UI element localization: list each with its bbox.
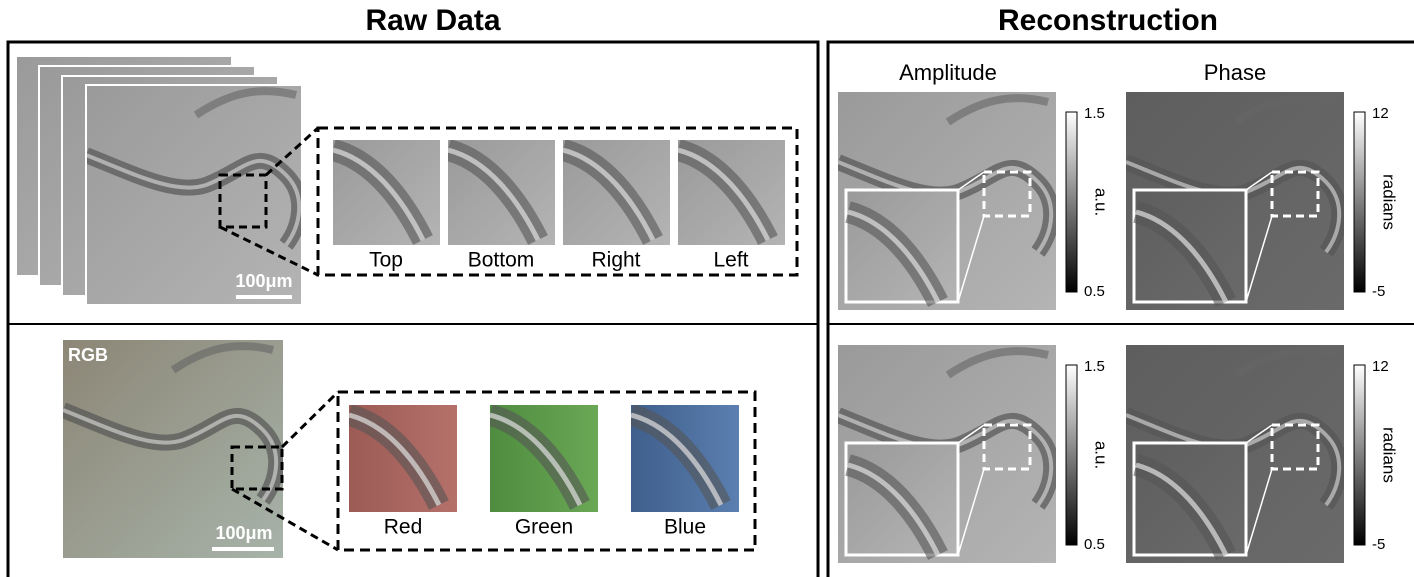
channel-label: Green <box>515 516 573 539</box>
thumbnail <box>349 405 457 512</box>
zoom-box <box>1270 170 1320 218</box>
zoom-line <box>957 215 985 303</box>
zoom-box <box>982 423 1032 471</box>
thumbnail <box>678 140 785 245</box>
colorbar-unit: a.u. <box>1092 188 1111 216</box>
panel-frame <box>826 40 1414 577</box>
colorbar-max: 1.5 <box>1084 105 1105 122</box>
zoom-box <box>316 126 799 277</box>
reconstruction-image <box>838 345 1056 563</box>
colorbar-min: -5 <box>1372 536 1385 553</box>
view-label: Top <box>369 249 403 272</box>
image-label: RGB <box>68 345 108 365</box>
zoom-line <box>957 424 985 444</box>
section-title: Raw Data <box>365 4 500 37</box>
colorbar <box>1353 111 1366 293</box>
colorbar <box>1065 364 1078 546</box>
colorbar-unit: radians <box>1380 427 1399 483</box>
colorbar-max: 12 <box>1372 105 1389 122</box>
column-header: Amplitude <box>899 60 997 85</box>
thumbnail <box>631 405 739 512</box>
colorbar-min: -5 <box>1372 283 1385 300</box>
scale-bar-label: 100μm <box>215 523 272 543</box>
colorbar-min: 0.5 <box>1084 536 1105 553</box>
zoom-box <box>336 390 757 552</box>
thumbnail <box>563 140 670 245</box>
channel-label: Red <box>384 516 423 539</box>
scale-bar-label: 100μm <box>235 271 292 291</box>
colorbar-max: 1.5 <box>1084 358 1105 375</box>
zoom-line <box>957 171 985 191</box>
channel-label: Blue <box>664 516 706 539</box>
view-label: Bottom <box>468 249 535 272</box>
reconstruction-image <box>838 92 1056 310</box>
view-label: Right <box>591 249 640 272</box>
zoom-box <box>1270 423 1320 471</box>
colorbar <box>1065 111 1078 293</box>
colorbar <box>1353 364 1366 546</box>
zoom-box <box>982 170 1032 218</box>
image-stack <box>15 55 320 306</box>
zoom-line <box>1245 468 1273 556</box>
rgb-image <box>63 340 340 558</box>
column-header: Phase <box>1204 60 1266 85</box>
panel-frame <box>6 40 820 577</box>
thumbnail <box>333 140 440 245</box>
zoom-line <box>1245 215 1273 303</box>
colorbar-max: 12 <box>1372 358 1389 375</box>
section-title: Reconstruction <box>998 4 1218 37</box>
colorbar-unit: radians <box>1380 174 1399 230</box>
view-label: Left <box>713 249 748 272</box>
zoom-line <box>1245 424 1273 444</box>
reconstruction-image <box>1126 345 1344 563</box>
zoom-line <box>1245 171 1273 191</box>
zoom-line <box>957 468 985 556</box>
thumbnail <box>490 405 598 512</box>
colorbar-min: 0.5 <box>1084 283 1105 300</box>
reconstruction-image <box>1126 92 1344 310</box>
thumbnail <box>448 140 555 245</box>
colorbar-unit: a.u. <box>1092 441 1111 469</box>
